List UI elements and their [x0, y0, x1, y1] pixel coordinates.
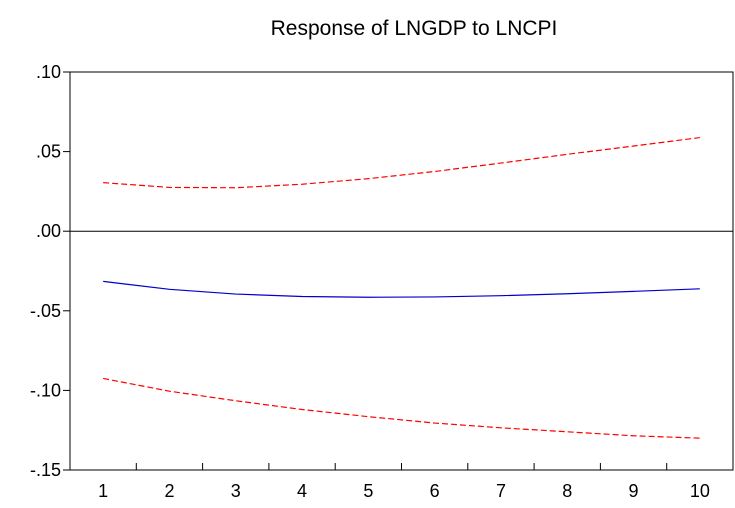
x-tick-label: 2 — [164, 481, 174, 501]
x-tick-label: 9 — [629, 481, 639, 501]
confidence-band-line — [103, 136, 700, 189]
x-tick-label: 5 — [363, 481, 373, 501]
x-tick-label: 1 — [98, 481, 108, 501]
y-tick-label: .10 — [36, 62, 61, 82]
response-line — [103, 280, 700, 298]
x-tick-label: 8 — [562, 481, 572, 501]
plot-frame — [69, 71, 734, 471]
x-tick-label: 4 — [297, 481, 307, 501]
x-tick-label: 10 — [690, 481, 710, 501]
x-tick-label: 7 — [496, 481, 506, 501]
series-layer — [103, 136, 700, 439]
y-axis: .10 .05 .00 -.05 -.10 -.15 — [30, 62, 70, 480]
chart-title: Response of LNGDP to LNCPI — [271, 17, 558, 40]
y-tick-label: -.10 — [30, 380, 61, 400]
y-tick-label: -.05 — [30, 301, 61, 321]
confidence-band-line — [103, 377, 700, 439]
y-tick-label: .00 — [36, 221, 61, 241]
y-tick-label: .05 — [36, 142, 61, 162]
y-tick-label: -.15 — [30, 460, 61, 480]
x-axis: 1 2 3 4 5 6 7 8 9 10 — [98, 463, 710, 501]
x-tick-label: 3 — [231, 481, 241, 501]
x-tick-label: 6 — [430, 481, 440, 501]
